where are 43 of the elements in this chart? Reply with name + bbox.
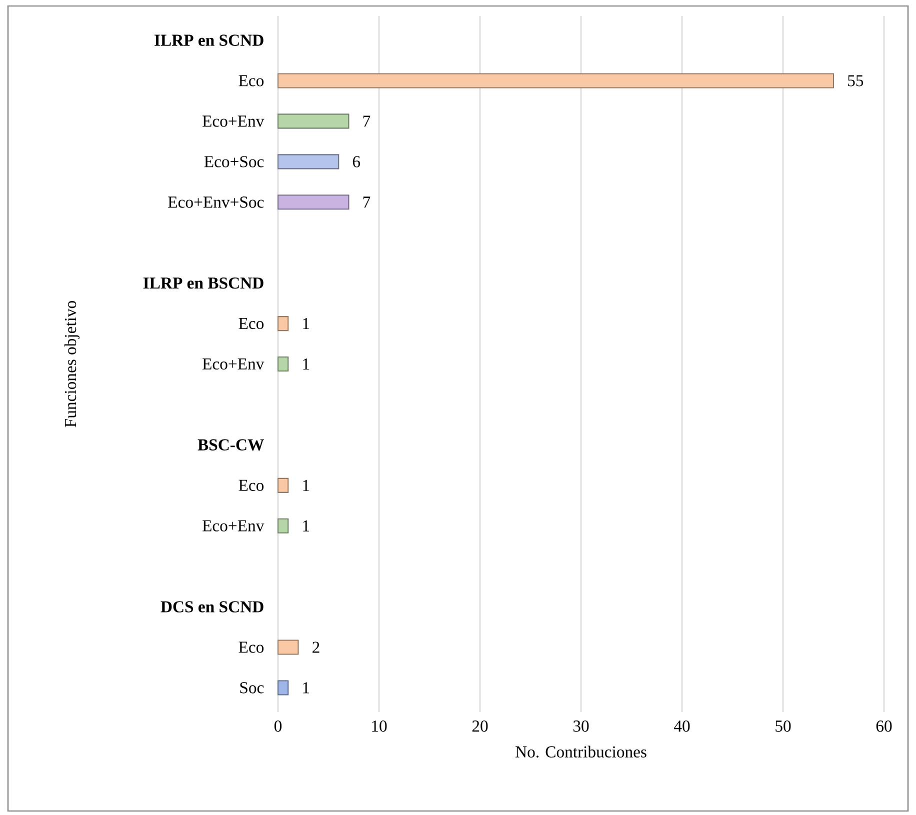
y-tick-label: BSC-CW [198, 439, 264, 451]
data-label: 1 [303, 520, 310, 532]
bar [277, 478, 289, 493]
x-tick-label: 40 [674, 720, 690, 732]
y-tick-label: Eco [238, 642, 264, 653]
data-label: 7 [363, 196, 370, 208]
bar [277, 518, 289, 534]
y-tick-label: ILRP en BSCND [143, 277, 264, 289]
x-tick-label: 20 [472, 720, 488, 732]
y-tick-label: Eco+Env [202, 116, 264, 127]
y-tick-label: Eco+Env+Soc [168, 196, 264, 208]
data-label: 1 [303, 358, 310, 370]
bar [277, 640, 299, 655]
data-label: 55 [848, 75, 864, 86]
y-tick-label: Eco+Env [202, 520, 264, 532]
x-tick-label: 60 [876, 720, 892, 732]
bar [277, 194, 350, 210]
y-tick-label: Eco [238, 75, 264, 86]
y-tick-label: Eco [238, 480, 264, 491]
x-tick-label: 30 [573, 720, 589, 732]
data-label: 1 [303, 480, 310, 491]
y-tick-label: Eco [238, 318, 264, 330]
data-label: 7 [363, 116, 370, 127]
x-axis-title: No. Contribuciones [516, 746, 646, 758]
bar [277, 680, 289, 696]
y-tick-label: DCS en SCND [160, 601, 264, 612]
data-label: 1 [303, 318, 310, 330]
y-tick-label: ILRP en SCND [154, 34, 264, 46]
bar [277, 114, 350, 129]
x-tick-label: 10 [372, 720, 387, 732]
y-tick-label: Eco+Soc [204, 156, 264, 168]
bar [277, 316, 289, 332]
y-tick-label: Soc [240, 682, 264, 694]
x-tick-label: 50 [776, 720, 791, 732]
bar [277, 356, 289, 372]
data-label: 6 [352, 156, 360, 168]
data-label: 1 [303, 682, 310, 694]
bar [277, 73, 834, 88]
y-axis-title: Funciones objetivo [64, 301, 80, 428]
x-tick-label: 0 [274, 720, 282, 732]
bar [277, 154, 340, 170]
data-label: 2 [312, 642, 320, 653]
y-tick-label: Eco+Env [202, 358, 264, 370]
